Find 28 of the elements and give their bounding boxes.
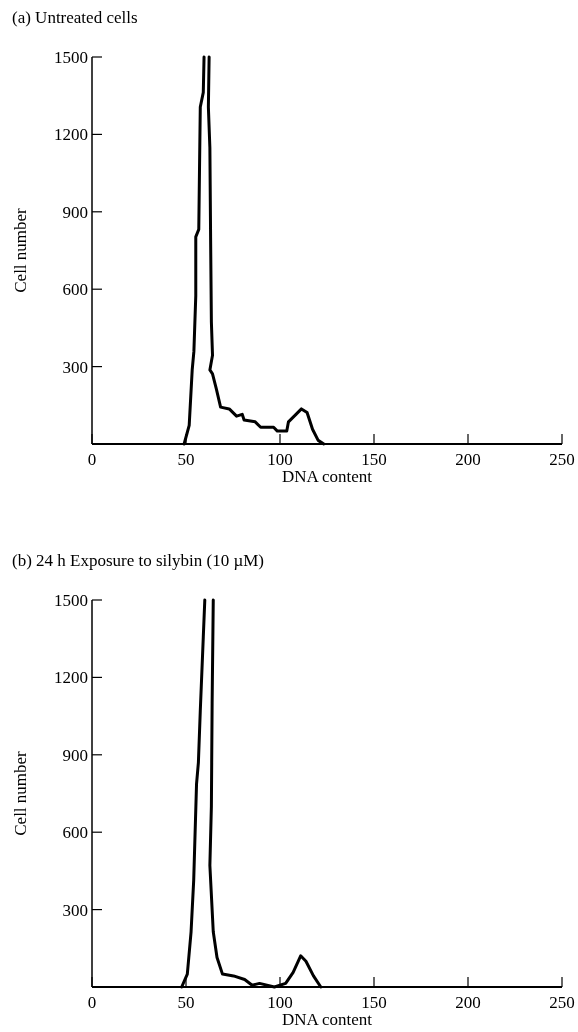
x-tick-label: 150 [361, 450, 387, 469]
x-tick-label: 250 [549, 993, 575, 1012]
chart-title: (b) 24 h Exposure to silybin (10 µM) [12, 551, 265, 570]
y-tick-label: 1500 [54, 591, 88, 610]
y-tick-label: 300 [62, 357, 88, 377]
y-tick-label: 1500 [54, 48, 88, 67]
y-axis-title: Cell number [11, 207, 30, 293]
x-tick-label: 200 [455, 450, 481, 469]
x-tick-label: 250 [549, 450, 575, 469]
y-tick-label: 1200 [54, 668, 88, 688]
x-tick-label: 150 [361, 993, 387, 1012]
x-tick-label: 200 [455, 993, 481, 1012]
x-tick-label: 100 [267, 450, 293, 469]
x-axis-title: DNA content [281, 1010, 373, 1029]
y-tick-label: 1200 [54, 125, 88, 145]
x-tick-label: 50 [177, 993, 195, 1012]
y-tick-label: 300 [62, 900, 88, 920]
y-tick-label: 900 [62, 745, 88, 765]
y-tick-label: 600 [62, 280, 88, 300]
chart-title: (a) Untreated cells [12, 8, 138, 27]
y-tick-label: 900 [62, 202, 88, 222]
x-tick-label: 0 [87, 993, 97, 1012]
x-tick-label: 0 [87, 450, 97, 469]
x-tick-label: 50 [177, 450, 195, 469]
y-axis-title: Cell number [11, 750, 30, 836]
x-tick-label: 100 [267, 993, 293, 1012]
y-tick-label: 600 [62, 823, 88, 843]
x-axis-title: DNA content [281, 467, 373, 486]
